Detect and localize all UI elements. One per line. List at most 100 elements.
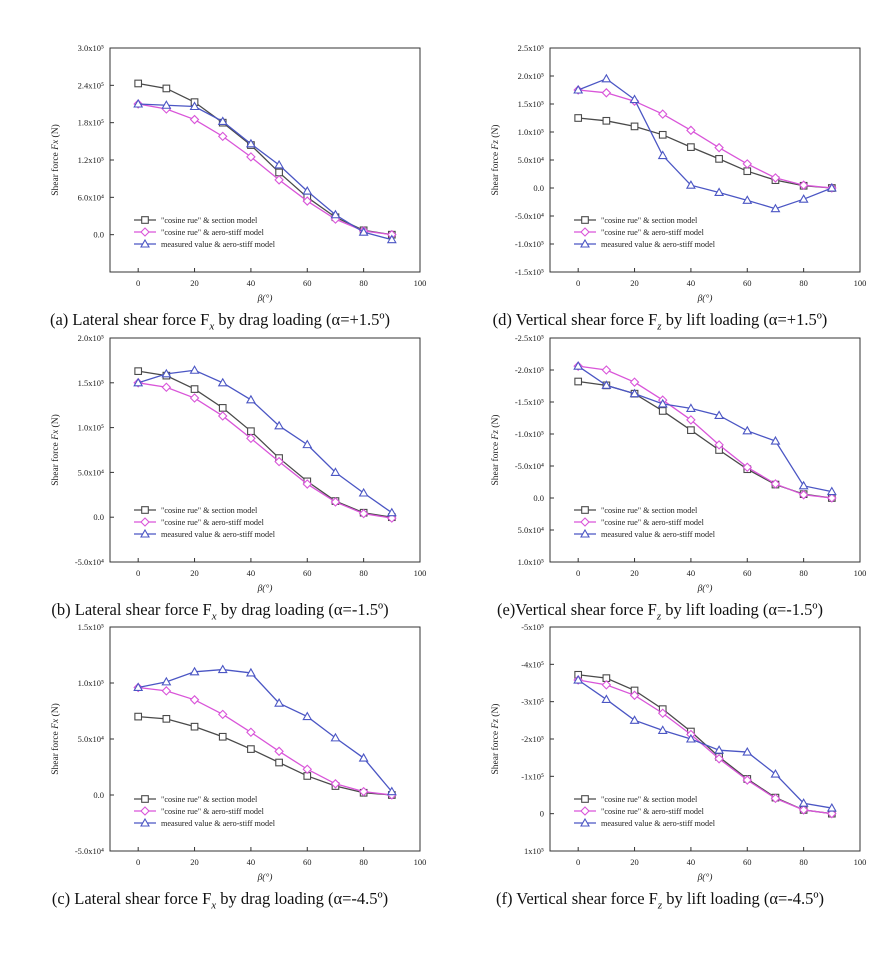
y-tick-label: -5x10⁵ xyxy=(521,622,544,632)
series-3-point xyxy=(330,209,341,219)
panel-d-vertical-alpha-plus-1-5: -1.5x10⁵ -1.0x10⁵ -5.0x10⁴ 0.0 5.0x10⁴ 1.0x10… xyxy=(440,40,880,340)
x-axis-label: β(°) xyxy=(257,293,273,304)
series-2-point xyxy=(770,479,781,489)
series-3-point xyxy=(330,467,341,476)
series-1-point xyxy=(162,714,171,723)
y-tick-label: 0 xyxy=(540,809,544,819)
series-3-point xyxy=(601,73,612,83)
legend-label-2: "cosine rue" & aero-stiff model xyxy=(601,518,705,527)
series-3-point xyxy=(685,180,696,189)
series-3-point xyxy=(573,674,584,684)
x-tick-label: 20 xyxy=(630,278,639,288)
caption-c-sub: x xyxy=(211,899,217,912)
y-tick-label: 2.5x10⁵ xyxy=(518,43,544,53)
series-3-point xyxy=(245,138,256,148)
series-3-point xyxy=(742,425,753,435)
x-tick-label: 80 xyxy=(359,568,368,578)
series-1-point xyxy=(602,116,611,125)
y-tick-label: -1.0x10⁵ xyxy=(515,429,544,439)
y-axis-label: Shear force Fx (N) xyxy=(50,124,61,196)
series-2-point xyxy=(657,708,668,719)
legend-marker-1 xyxy=(141,506,149,514)
series-3-point xyxy=(217,116,228,125)
series-2-point xyxy=(742,775,753,785)
series-1-point xyxy=(275,758,283,767)
series-3-point xyxy=(245,667,256,677)
series-2-point xyxy=(189,114,200,125)
series-3-point xyxy=(274,159,285,169)
y-tick-label: 5.0x10⁴ xyxy=(78,467,104,477)
y-tick-label: -1x10⁵ xyxy=(521,771,544,781)
series-line-2 xyxy=(578,365,832,499)
x-axis-label: β(°) xyxy=(697,583,713,594)
series-3-point xyxy=(770,203,781,213)
legend-label-1: "cosine rue" & section model xyxy=(601,506,698,515)
series-3-point xyxy=(386,507,397,517)
y-tick-label: 2.0x10⁵ xyxy=(78,333,104,343)
legend-label-1: "cosine rue" & section model xyxy=(161,506,258,515)
series-3-point xyxy=(302,186,313,195)
chart-b: -5.0x10⁴ 0.0 5.0x10⁴ 1.0x10⁵ 1.5x10⁵ 2.0x10⁵ 0… xyxy=(50,333,426,594)
x-tick-label: 80 xyxy=(359,278,368,288)
x-tick-label: 60 xyxy=(303,857,312,867)
series-3-point xyxy=(330,732,341,742)
y-tick-label: 0.0 xyxy=(93,512,104,522)
y-tick-label: -5.0x10⁴ xyxy=(75,846,104,856)
y-axis-label-symbol: Fx xyxy=(51,718,61,730)
chart-d: -1.5x10⁵ -1.0x10⁵ -5.0x10⁴ 0.0 5.0x10⁴ 1.0x10… xyxy=(490,43,866,304)
series-2-point xyxy=(657,109,668,119)
series-1-point xyxy=(134,712,143,721)
x-tick-label: 100 xyxy=(414,278,427,288)
series-1-point xyxy=(658,130,667,139)
caption-a-sub: x xyxy=(209,320,215,333)
series-2-point xyxy=(330,779,341,789)
series-3-point xyxy=(274,698,285,707)
y-axis-label-symbol: Fz xyxy=(491,430,501,441)
legend-marker-3 xyxy=(580,817,590,827)
y-tick-label: -5.0x10⁴ xyxy=(75,557,104,567)
series-2-point xyxy=(770,793,781,804)
y-axis-label-unit: (N) xyxy=(490,415,501,431)
x-axis-label: β(°) xyxy=(697,872,713,883)
y-tick-label: -1.5x10⁵ xyxy=(515,397,544,407)
caption-b-suffix: by drag loading (α=-1.5º) xyxy=(216,600,389,619)
caption-b-prefix: (b) Lateral shear force F xyxy=(51,600,212,619)
x-tick-label: 0 xyxy=(576,568,580,578)
series-3-point xyxy=(826,182,837,192)
series-line-2 xyxy=(138,686,392,796)
legend-label-2: "cosine rue" & aero-stiff model xyxy=(161,807,265,816)
x-tick-label: 20 xyxy=(190,278,199,288)
legend-label-1: "cosine rue" & section model xyxy=(161,795,258,804)
caption-b-sub: x xyxy=(211,610,217,623)
y-tick-label: 1.2x10⁵ xyxy=(78,155,104,165)
series-1-point xyxy=(134,79,143,88)
y-axis-label-unit: (N) xyxy=(490,125,501,141)
series-3-point xyxy=(629,715,640,724)
legend-marker-1 xyxy=(581,216,589,224)
series-3-point xyxy=(798,194,809,203)
x-tick-label: 40 xyxy=(247,278,256,288)
series-1-point xyxy=(190,385,199,393)
series-2-point xyxy=(742,159,753,169)
series-2-point xyxy=(601,365,612,375)
y-axis-label-symbol: Fz xyxy=(491,719,501,730)
series-3-point xyxy=(245,394,256,404)
y-tick-label: -4x10⁵ xyxy=(521,659,544,669)
series-3-point xyxy=(798,480,809,490)
x-axis-label: β(°) xyxy=(697,293,713,304)
series-3-point xyxy=(601,380,612,389)
legend-marker-1 xyxy=(581,506,589,514)
y-tick-label: 2.4x10⁵ xyxy=(78,80,104,90)
series-2-point xyxy=(330,497,341,507)
chart-a: 0.0 6.0x10⁴ 1.2x10⁵ 1.8x10⁵ 2.4x10⁵ 3.0x10⁵ 0 2… xyxy=(50,43,427,304)
y-tick-label: -2.5x10⁵ xyxy=(515,333,544,343)
x-tick-label: 80 xyxy=(799,857,808,867)
series-1-point xyxy=(658,407,667,415)
legend-marker-1 xyxy=(581,795,589,803)
x-axis-label: β(°) xyxy=(257,872,273,883)
legend-label-3: measured value & aero-stiff model xyxy=(161,530,276,539)
series-2-point xyxy=(601,680,612,690)
y-axis-label-symbol: Fx xyxy=(51,139,61,151)
plot-frame xyxy=(549,337,861,563)
legend-label-3: measured value & aero-stiff model xyxy=(161,240,276,249)
